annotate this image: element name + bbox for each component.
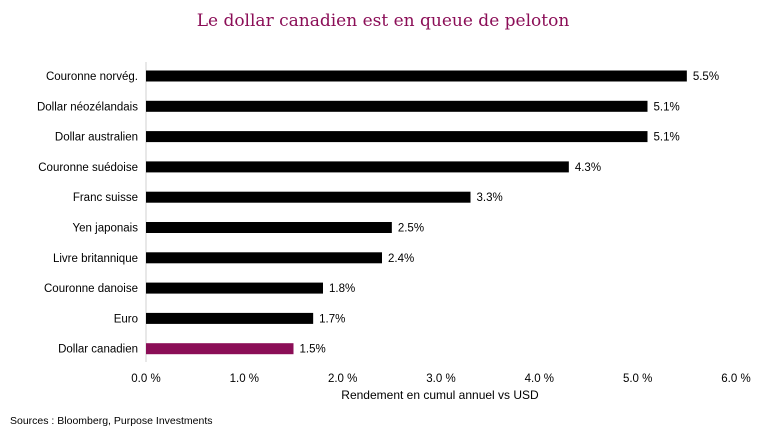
category-label: Dollar néozélandais — [37, 101, 138, 113]
x-tick-label: 3.0 % — [426, 373, 455, 385]
data-label: 1.8% — [329, 283, 355, 295]
bar — [146, 312, 314, 324]
data-label: 5.5% — [693, 71, 719, 83]
category-label: Couronne danoise — [44, 283, 138, 295]
bar — [146, 131, 648, 143]
bar — [146, 282, 323, 294]
x-tick-label: 5.0 % — [623, 373, 652, 385]
category-label: Dollar australien — [55, 132, 138, 144]
bar — [146, 222, 392, 233]
x-tick-label: 4.0 % — [525, 373, 554, 385]
category-label: Yen japonais — [73, 223, 139, 235]
bar — [146, 343, 294, 355]
category-label: Livre britannique — [53, 253, 138, 265]
data-label: 2.4% — [388, 253, 414, 265]
data-label: 4.3% — [575, 162, 601, 174]
category-label: Couronne norvég. — [46, 71, 138, 83]
data-label: 1.7% — [319, 313, 345, 325]
category-label: Couronne suédoise — [38, 162, 138, 174]
chart-title: Le dollar canadien est en queue de pelot… — [197, 11, 570, 31]
x-tick-label: 2.0 % — [328, 373, 357, 385]
x-axis-label: Rendement en cumul annuel vs USD — [341, 388, 539, 402]
data-label: 5.1% — [654, 132, 680, 144]
source-note: Sources : Bloomberg, Purpose Investments — [10, 415, 213, 427]
bar — [146, 191, 471, 203]
x-tick-label: 0.0 % — [131, 373, 160, 385]
category-label: Dollar canadien — [58, 344, 138, 356]
bar — [146, 252, 382, 264]
bar — [146, 161, 569, 173]
data-label: 2.5% — [398, 223, 424, 235]
bar — [146, 70, 687, 82]
data-label: 5.1% — [654, 101, 680, 113]
x-tick-label: 1.0 % — [230, 373, 259, 385]
category-label: Franc suisse — [73, 192, 138, 204]
data-label: 3.3% — [477, 192, 503, 204]
bar — [146, 100, 648, 112]
category-label: Euro — [114, 313, 138, 325]
data-label: 1.5% — [300, 344, 326, 356]
x-tick-label: 6.0 % — [721, 373, 750, 385]
